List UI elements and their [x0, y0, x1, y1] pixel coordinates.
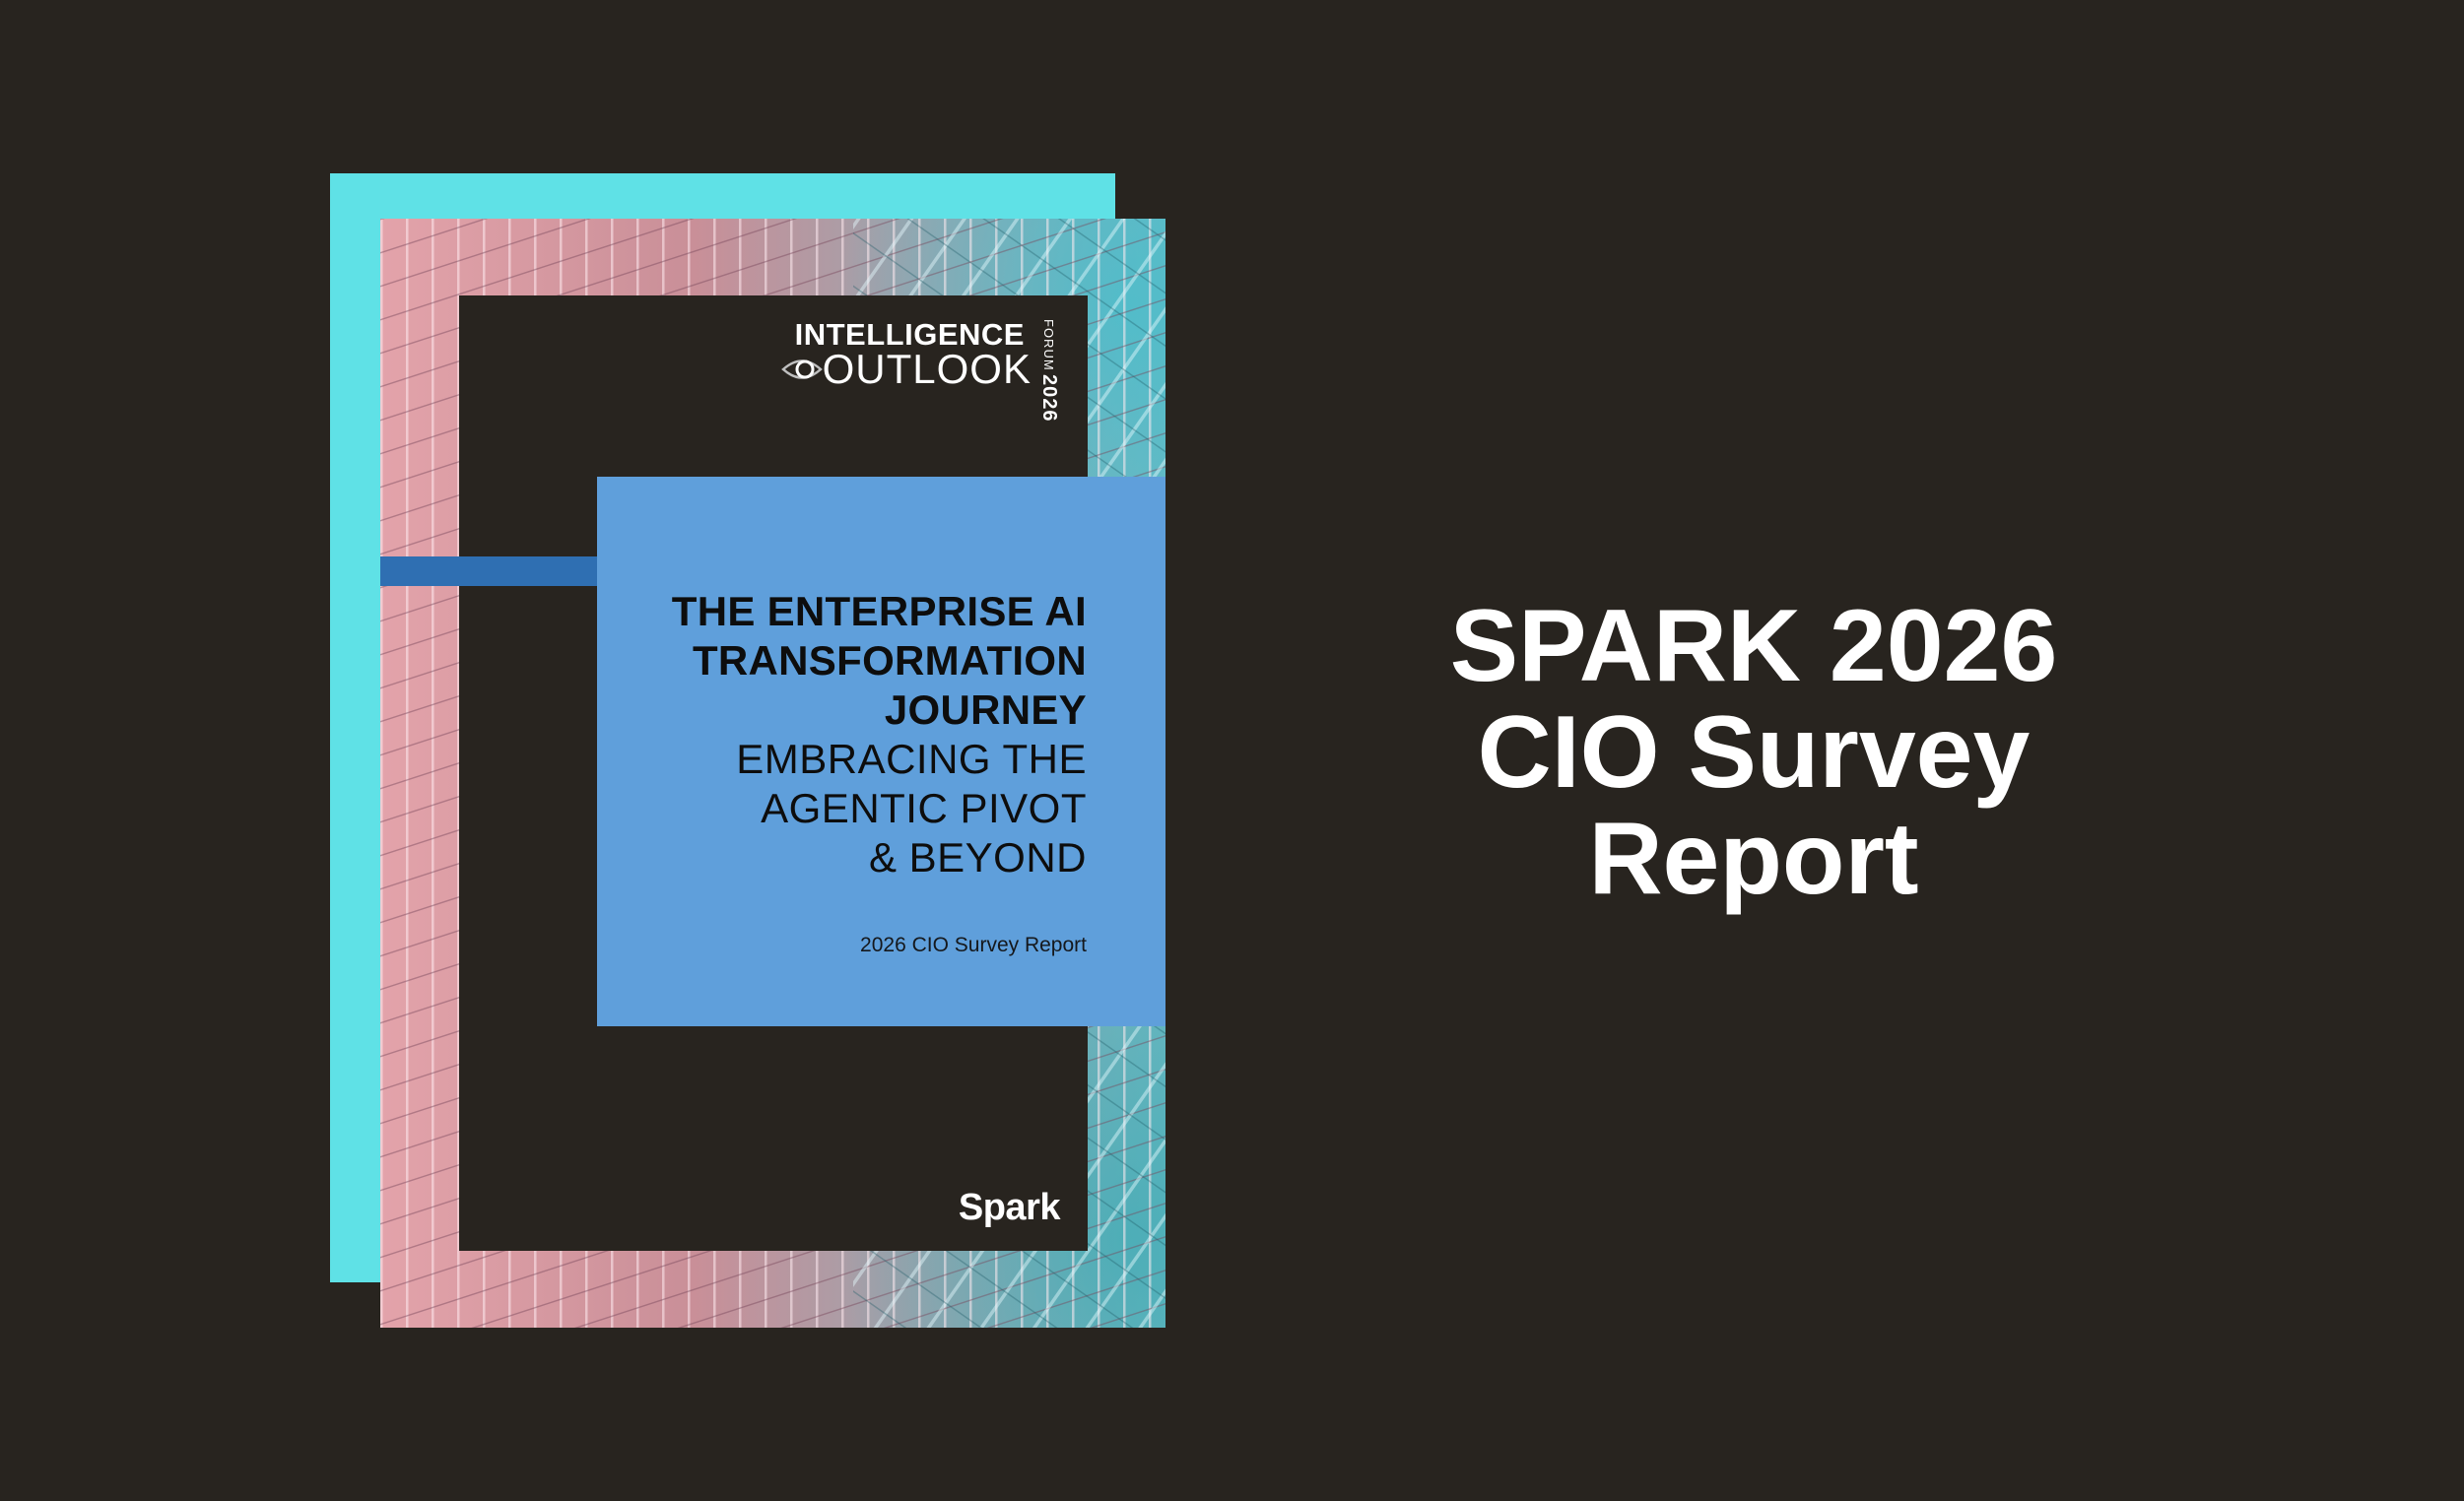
logo-year-text: 2026: [1038, 373, 1060, 423]
cover-title-bold: THE ENTERPRISE AI TRANSFORMATION JOURNEY: [671, 588, 1087, 733]
cover-title-box: THE ENTERPRISE AI TRANSFORMATION JOURNEY…: [597, 477, 1165, 1026]
eye-icon: [780, 355, 823, 384]
cover-blue-stripe: [380, 556, 597, 586]
page-headline: SPARK 2026 CIO Survey Report: [1449, 589, 2058, 916]
cover-title: THE ENTERPRISE AI TRANSFORMATION JOURNEY…: [672, 587, 1087, 882]
spark-brand-logo: Spark: [958, 1187, 1061, 1228]
logo-line-outlook: OUTLOOK: [822, 346, 1032, 392]
logo-forum-year: FORUM 2026: [1037, 319, 1060, 422]
logo-forum-text: FORUM: [1041, 319, 1056, 371]
cover-subtitle: 2026 CIO Survey Report: [860, 934, 1087, 956]
cover-title-light: EMBRACING THE AGENTIC PIVOT & BEYOND: [736, 736, 1087, 881]
logo-line-intelligence: INTELLIGENCE: [794, 317, 1025, 352]
intelligence-outlook-logo: INTELLIGENCE OUTLOOK FORUM 2026: [780, 317, 1060, 422]
